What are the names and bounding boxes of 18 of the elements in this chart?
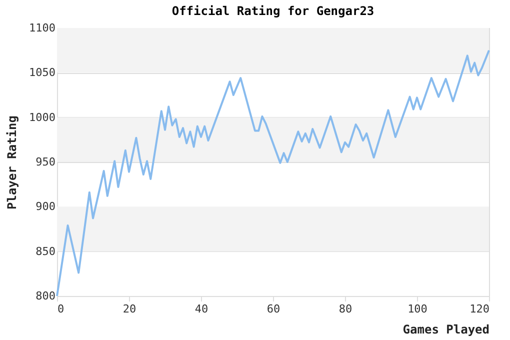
x-tick-label: 80 xyxy=(338,302,352,316)
y-tick-label: 800 xyxy=(36,290,56,302)
y-tick-label: 1050 xyxy=(29,66,56,80)
y-tick-label: 900 xyxy=(36,200,56,214)
y-tick-label: 850 xyxy=(36,244,56,258)
x-tick-label: 20 xyxy=(122,302,136,316)
y-tick-label: 1000 xyxy=(29,110,56,124)
x-tick-label: 120 xyxy=(470,302,490,316)
chart-title: Official Rating for Gengar23 xyxy=(172,4,374,18)
x-axis-title: Games Played xyxy=(402,322,490,336)
line-series xyxy=(56,49,490,297)
y-axis-title: Player Rating xyxy=(5,116,20,210)
y-tick-label: 1100 xyxy=(29,22,56,34)
y-tick-label: 950 xyxy=(36,156,56,168)
x-tick-label: 60 xyxy=(266,302,280,316)
x-tick-label: 40 xyxy=(194,302,208,316)
x-tick-label: 100 xyxy=(408,302,428,316)
x-tick-label: 0 xyxy=(58,302,64,316)
